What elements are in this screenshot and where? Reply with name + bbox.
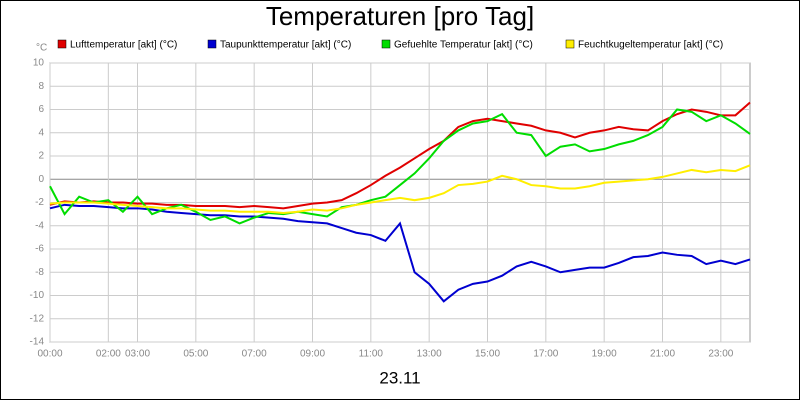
- y-unit: °C: [36, 43, 47, 54]
- x-tick-label: 11:00: [359, 349, 384, 360]
- x-axis-label: 23.11: [379, 368, 420, 387]
- x-tick-label: 17:00: [533, 349, 558, 360]
- series-line: [49, 203, 751, 303]
- x-tick-label: 19:00: [592, 349, 617, 360]
- y-tick-label: 6: [38, 104, 44, 115]
- chart-title: Temperaturen [pro Tag]: [266, 1, 534, 31]
- x-tick-label: 15:00: [475, 349, 500, 360]
- legend-label: Taupunkttemperatur [akt] (°C): [220, 40, 351, 51]
- x-tick-label: 13:00: [417, 349, 442, 360]
- x-tick-label: 00:00: [37, 349, 62, 360]
- y-tick-label: -6: [35, 244, 44, 255]
- x-tick-label: 21:00: [650, 349, 675, 360]
- x-tick-label: 03:00: [125, 349, 150, 360]
- legend-swatch: [57, 39, 67, 49]
- y-tick-label: -4: [35, 220, 44, 231]
- legend-label: Gefuehlte Temperatur [akt] (°C): [394, 40, 533, 51]
- y-tick-label: -12: [30, 313, 45, 324]
- legend-swatch: [381, 39, 391, 49]
- y-tick-label: 10: [33, 58, 45, 69]
- x-tick-label: 07:00: [242, 349, 267, 360]
- y-tick-label: -2: [35, 197, 44, 208]
- series-line: [49, 101, 751, 210]
- legend-label: Feuchtkugeltemperatur [akt] (°C): [578, 40, 723, 51]
- y-tick-label: 0: [38, 174, 44, 185]
- series-line: [49, 164, 751, 214]
- y-tick-label: -8: [35, 267, 44, 278]
- x-tick-label: 09:00: [300, 349, 325, 360]
- legend-swatch: [565, 39, 575, 49]
- y-tick-label: 8: [38, 81, 44, 92]
- x-tick-label: 05:00: [183, 349, 208, 360]
- y-tick-label: 4: [38, 127, 44, 138]
- y-tick-label: -14: [30, 337, 45, 348]
- y-tick-label: 2: [38, 151, 44, 162]
- x-tick-label: 02:00: [96, 349, 121, 360]
- legend-swatch: [207, 39, 217, 49]
- x-tick-label: 23:00: [708, 349, 733, 360]
- legend-label: Lufttemperatur [akt] (°C): [70, 40, 177, 51]
- y-tick-label: -10: [30, 290, 45, 301]
